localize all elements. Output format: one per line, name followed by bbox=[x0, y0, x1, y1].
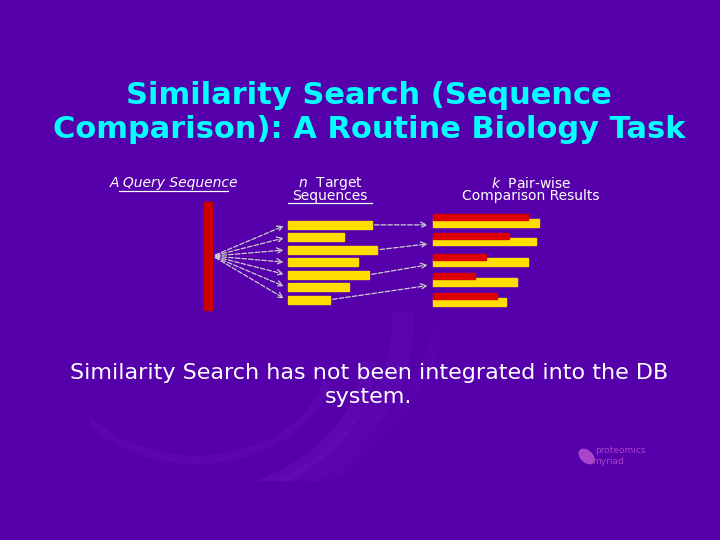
Ellipse shape bbox=[579, 449, 594, 464]
Bar bbox=[433, 219, 539, 227]
Bar bbox=[433, 214, 528, 220]
Bar bbox=[288, 246, 377, 254]
Text: myriad: myriad bbox=[592, 457, 624, 467]
Bar bbox=[433, 273, 475, 279]
Text: proteomics: proteomics bbox=[595, 446, 645, 455]
Bar bbox=[433, 293, 498, 299]
Text: Similarity Search (Sequence
Comparison): A Routine Biology Task: Similarity Search (Sequence Comparison):… bbox=[53, 82, 685, 144]
Text: Sequences: Sequences bbox=[292, 189, 368, 203]
Text: Similarity Search has not been integrated into the DB
system.: Similarity Search has not been integrate… bbox=[70, 363, 668, 407]
Bar bbox=[433, 298, 505, 306]
Bar bbox=[288, 233, 344, 241]
Bar bbox=[433, 254, 486, 260]
Bar bbox=[288, 284, 349, 291]
Bar bbox=[433, 238, 536, 246]
Text: Comparison Results: Comparison Results bbox=[462, 189, 600, 203]
Bar bbox=[288, 221, 372, 229]
Bar bbox=[433, 233, 508, 239]
Text: $n$  Target: $n$ Target bbox=[297, 175, 362, 192]
Bar bbox=[433, 278, 517, 286]
Bar bbox=[288, 271, 369, 279]
Text: $k$  Pair-wise: $k$ Pair-wise bbox=[490, 176, 571, 191]
Bar bbox=[204, 202, 212, 310]
Bar bbox=[288, 258, 358, 266]
Bar bbox=[433, 258, 528, 266]
Bar bbox=[288, 296, 330, 303]
Text: A Query Sequence: A Query Sequence bbox=[109, 176, 238, 190]
